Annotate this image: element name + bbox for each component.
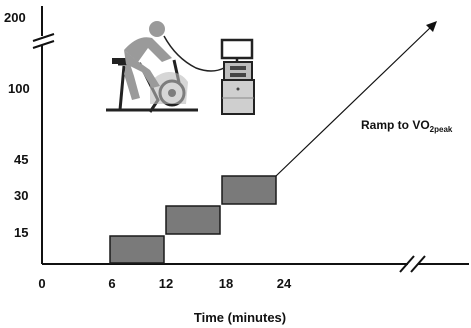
ramp-label-subscript: 2peak [430, 125, 453, 134]
stage-block-3 [221, 175, 277, 205]
y-tick-label-15: 15 [14, 225, 28, 240]
ramp-arrow-line [275, 25, 433, 177]
y-tick-label-100: 100 [8, 81, 30, 96]
y-tick-label-200: 200 [4, 10, 26, 25]
ramp-arrowhead [426, 21, 437, 32]
x-axis-break-mark [399, 255, 415, 273]
x-tick-label-6: 6 [108, 276, 115, 291]
x-axis-title: Time (minutes) [194, 310, 286, 325]
stage-block-1 [109, 235, 165, 264]
metabolic-cart-icon [220, 38, 255, 115]
x-tick-label-12: 12 [159, 276, 173, 291]
x-tick-label-24: 24 [277, 276, 292, 291]
ramp-label-main: Ramp to VO [361, 118, 430, 132]
x-tick-label-18: 18 [219, 276, 233, 291]
cyclist-on-ergometer-icon [106, 21, 225, 113]
y-axis-break-mark [32, 33, 55, 42]
y-tick-label-45: 45 [14, 152, 28, 167]
x-tick-label-0: 0 [38, 276, 45, 291]
stage-block-2 [165, 205, 221, 235]
y-tick-label-30: 30 [14, 188, 28, 203]
y-axis-break-mark [32, 40, 55, 49]
ramp-label: Ramp to VO2peak [361, 118, 453, 134]
x-axis-break-mark [410, 255, 426, 273]
